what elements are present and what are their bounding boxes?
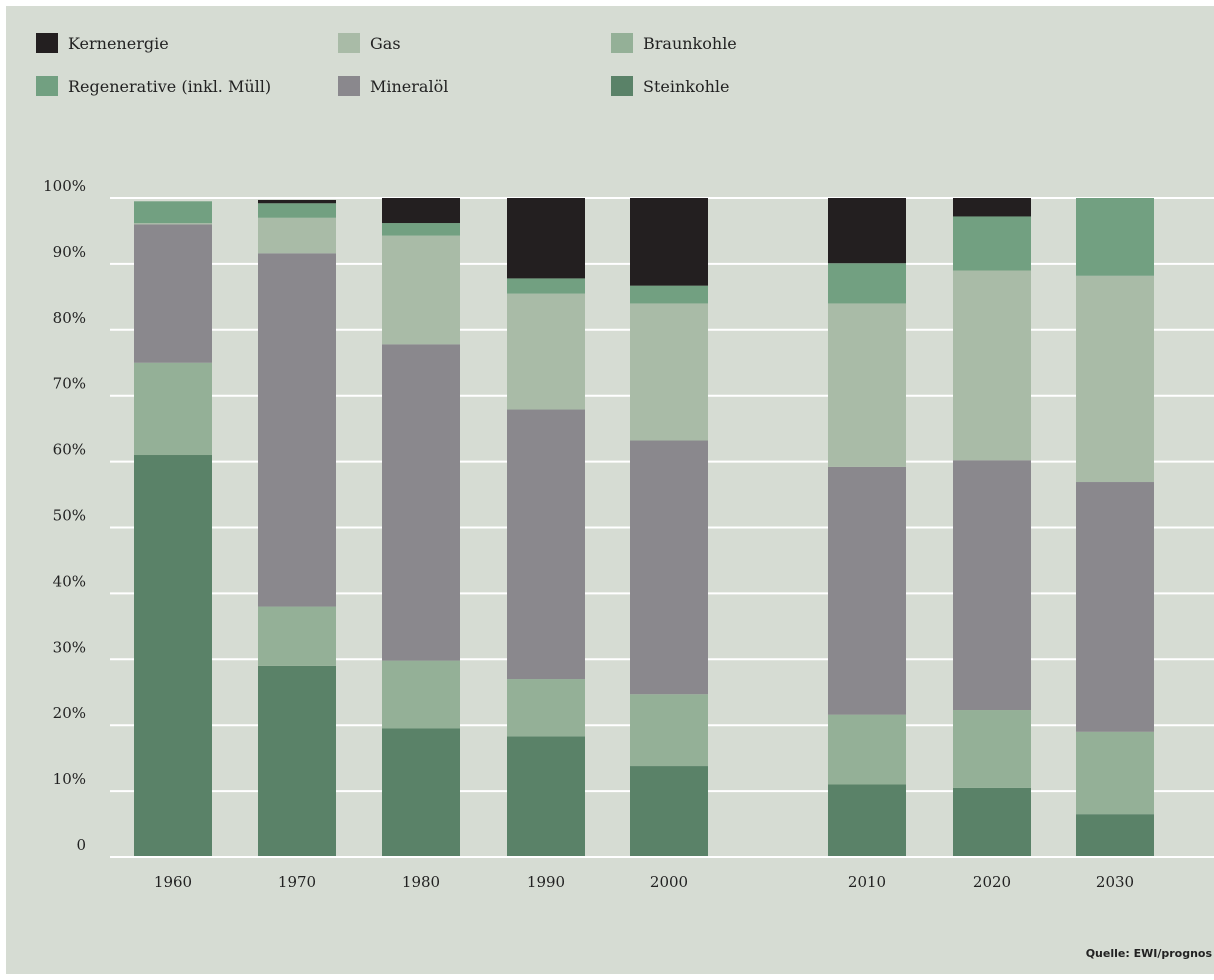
legend-label: Braunkohle bbox=[643, 33, 737, 53]
bar-segment bbox=[953, 270, 1031, 461]
y-tick-label: 20% bbox=[53, 704, 86, 722]
legend-label: Steinkohle bbox=[643, 76, 730, 96]
legend-item-regenerative: Regenerative (inkl. Müll) bbox=[36, 76, 271, 96]
bar-segment bbox=[828, 303, 906, 467]
source-note: Quelle: EWI/prognos bbox=[1085, 947, 1212, 960]
bar-segment bbox=[630, 766, 708, 857]
bar-segment bbox=[1076, 198, 1154, 276]
bar-segment bbox=[258, 203, 336, 218]
legend-item-braunkohle: Braunkohle bbox=[611, 33, 737, 53]
bar-segment bbox=[953, 198, 1031, 217]
bar-segment bbox=[507, 679, 585, 737]
x-tick-label: 2010 bbox=[848, 873, 886, 891]
legend-swatch bbox=[338, 33, 360, 53]
bar-segment bbox=[258, 217, 336, 254]
x-tick-label: 2000 bbox=[650, 873, 688, 891]
bar-segment bbox=[1076, 482, 1154, 732]
bar-segment bbox=[382, 728, 460, 857]
bar-segment bbox=[134, 201, 212, 224]
y-tick-label: 40% bbox=[53, 572, 86, 590]
legend-item-gas: Gas bbox=[338, 33, 401, 53]
bar-segment bbox=[258, 606, 336, 666]
y-tick-label: 30% bbox=[53, 638, 86, 656]
bar-segment bbox=[630, 285, 708, 304]
bar-segment bbox=[828, 263, 906, 304]
x-tick-label: 1980 bbox=[402, 873, 440, 891]
bar-segment bbox=[507, 198, 585, 279]
legend-item-kernenergie: Kernenergie bbox=[36, 33, 169, 53]
y-tick-label: 60% bbox=[53, 441, 86, 459]
legend-label: Regenerative (inkl. Müll) bbox=[68, 76, 272, 96]
bar-segment bbox=[630, 198, 708, 286]
y-tick-label: 100% bbox=[43, 177, 86, 195]
bar-segment bbox=[134, 223, 212, 225]
y-tick-label: 10% bbox=[53, 770, 86, 788]
bar-segment bbox=[953, 216, 1031, 271]
y-tick-label: 0 bbox=[76, 836, 86, 854]
bar-segment bbox=[507, 278, 585, 294]
stacked-bar-chart: 0 10% 20% 30% 40% 50% 60% 70% 80% 90% 100% 1960 1970… bbox=[43, 177, 1214, 891]
legend-swatch bbox=[36, 33, 58, 53]
legend-label: Kernenergie bbox=[68, 33, 169, 53]
bar-segment bbox=[630, 303, 708, 441]
y-tick-label: 80% bbox=[53, 309, 86, 327]
bar-segment bbox=[630, 440, 708, 695]
bar-segment bbox=[134, 362, 212, 456]
bar-segment bbox=[1076, 275, 1154, 483]
bar-segment bbox=[382, 344, 460, 661]
bar-segment bbox=[258, 665, 336, 857]
bar-segment bbox=[382, 235, 460, 345]
bar-segment bbox=[382, 660, 460, 729]
bar-segment bbox=[382, 223, 460, 236]
bar-segment bbox=[1076, 731, 1154, 815]
legend-swatch bbox=[611, 76, 633, 96]
legend-swatch bbox=[611, 33, 633, 53]
bar-segment bbox=[134, 224, 212, 363]
bar-segment bbox=[507, 409, 585, 680]
legend-item-steinkohle: Steinkohle bbox=[611, 76, 730, 96]
bar-segment bbox=[1076, 814, 1154, 857]
y-tick-label: 90% bbox=[53, 243, 86, 261]
legend-label: Gas bbox=[370, 33, 401, 53]
bar-segment bbox=[507, 736, 585, 857]
bar-segment bbox=[507, 293, 585, 410]
bar-segment bbox=[828, 198, 906, 264]
bar-segment bbox=[828, 466, 906, 715]
y-tick-label: 70% bbox=[53, 375, 86, 393]
x-tick-label: 1970 bbox=[278, 873, 316, 891]
legend: Kernenergie Gas Braunkohle Regenerative … bbox=[6, 6, 1214, 116]
bar-segment bbox=[953, 460, 1031, 711]
x-tick-label: 2020 bbox=[973, 873, 1011, 891]
bar-segment bbox=[258, 253, 336, 607]
bar-segment bbox=[828, 784, 906, 857]
legend-swatch bbox=[36, 76, 58, 96]
bar-segment bbox=[134, 455, 212, 857]
x-tick-label: 1990 bbox=[527, 873, 565, 891]
bar-segment bbox=[630, 694, 708, 767]
legend-swatch bbox=[338, 76, 360, 96]
y-tick-label: 50% bbox=[53, 507, 86, 525]
bar-segment bbox=[953, 710, 1031, 788]
x-tick-label: 1960 bbox=[154, 873, 192, 891]
legend-label: Mineralöl bbox=[370, 76, 449, 96]
chart-frame: Kernenergie Gas Braunkohle Regenerative … bbox=[6, 6, 1214, 974]
bar-segment bbox=[382, 198, 460, 224]
x-tick-label: 2030 bbox=[1096, 873, 1134, 891]
bar-segment bbox=[953, 787, 1031, 857]
legend-item-mineraloel: Mineralöl bbox=[338, 76, 448, 96]
bar-segment bbox=[828, 714, 906, 785]
bar-segment bbox=[258, 199, 336, 204]
